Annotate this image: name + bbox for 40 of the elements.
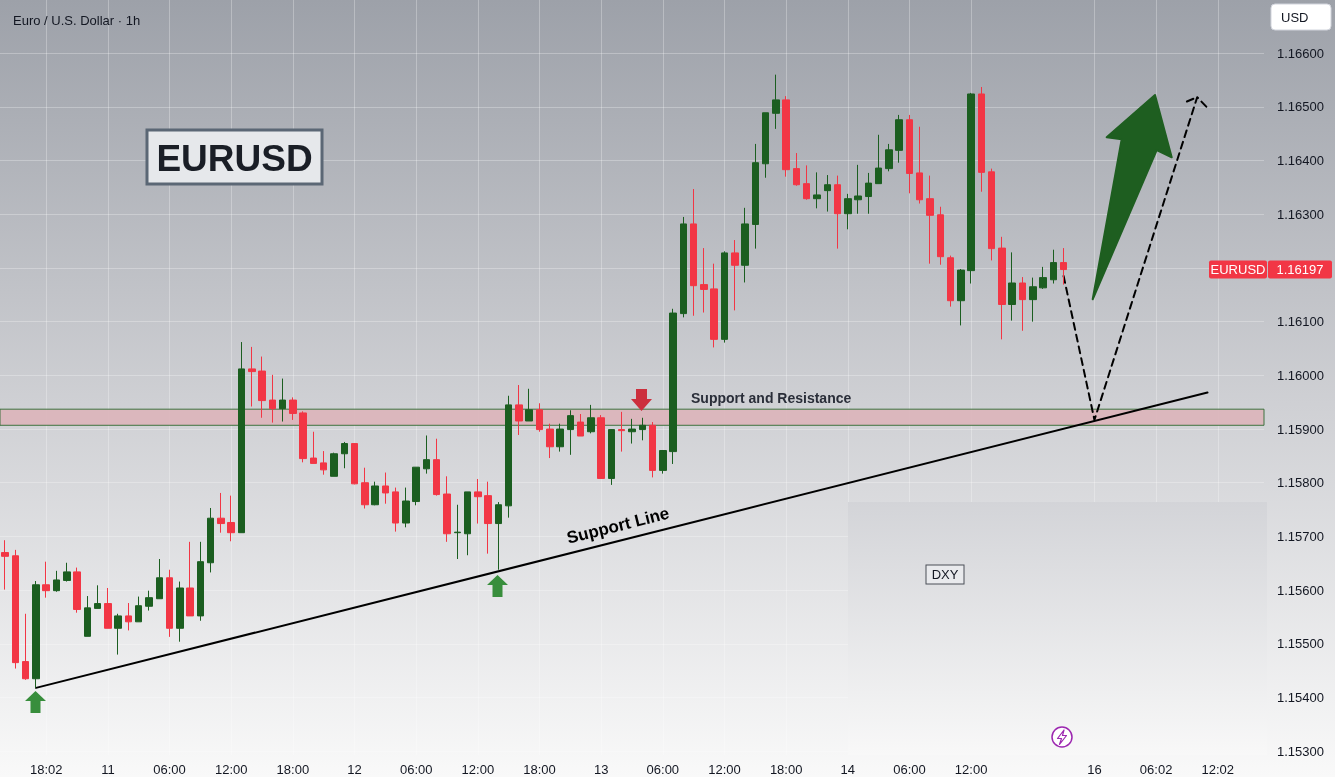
- y-tick-label: 1.16500: [1277, 99, 1324, 115]
- x-tick-label: 16: [1087, 762, 1102, 777]
- x-tick-label: 13: [593, 762, 609, 777]
- x-tick-label: 12:00: [954, 762, 988, 777]
- x-tick-label: 12:00: [708, 762, 741, 777]
- x-tick-label: 06:00: [153, 762, 186, 777]
- text: Euro / U.S. Dollar · 1h: [13, 13, 141, 28]
- x-tick-label: 18:02: [29, 762, 63, 777]
- y-tick-label: 1.16300: [1277, 206, 1324, 222]
- x-tick-label: 18:00: [276, 762, 310, 777]
- x-tick-label: 06:00: [893, 762, 926, 777]
- y-tick-label: 1.16000: [1277, 367, 1324, 383]
- y-tick-label: 1.16600: [1277, 45, 1324, 61]
- y-tick-label: 1.16400: [1277, 153, 1324, 169]
- y-tick-label: 1.15600: [1277, 582, 1324, 598]
- annotation: EURUSD: [1210, 262, 1266, 278]
- x-tick-label: 06:00: [399, 762, 433, 777]
- x-tick-label: 12:00: [461, 762, 495, 777]
- y-axis-title: USD: [1281, 9, 1309, 25]
- x-tick-label: 12: [347, 762, 362, 777]
- x-tick-label: 18:00: [769, 762, 803, 777]
- band-label: Support and Resistance: [691, 389, 852, 406]
- annotation: DXY: [931, 567, 959, 582]
- y-tick-label: 1.15800: [1277, 475, 1324, 491]
- y-tick-label: 1.15900: [1277, 421, 1324, 437]
- x-tick-label: 14: [840, 762, 856, 777]
- x-tick-label: 12:02: [1201, 762, 1235, 777]
- x-tick-label: 18:00: [523, 762, 556, 777]
- x-tick-label: 06:00: [646, 762, 680, 777]
- text: 1.16197: [1276, 262, 1324, 278]
- text: Support Line: [564, 503, 672, 548]
- y-tick-label: 1.15300: [1277, 743, 1324, 759]
- y-tick-label: 1.15400: [1277, 690, 1324, 706]
- y-tick-label: 1.15700: [1277, 528, 1324, 544]
- y-tick-label: 1.15500: [1277, 636, 1324, 652]
- x-tick-label: 11: [101, 762, 115, 777]
- annotation: EURUSD: [156, 137, 313, 179]
- x-tick-label: 06:02: [1139, 762, 1173, 777]
- y-tick-label: 1.16100: [1277, 314, 1324, 330]
- x-tick-label: 12:00: [214, 762, 248, 777]
